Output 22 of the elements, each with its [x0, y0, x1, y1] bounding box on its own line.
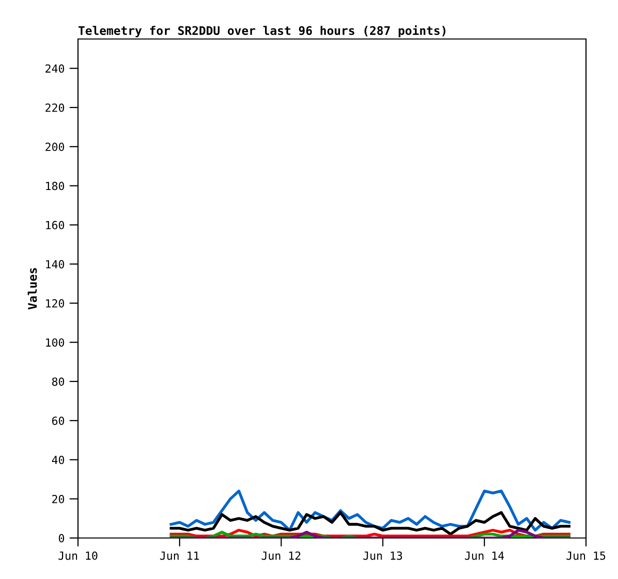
line-series: [170, 511, 570, 536]
chart-title: Telemetry for SR2DDU over last 96 hours (287 points): [78, 25, 446, 38]
y-tick-label: 140: [46, 260, 64, 268]
x-tick-label: Jun 11: [160, 552, 199, 560]
x-tick-label: Jun 14: [464, 552, 504, 560]
x-tick-label: Jun 12: [262, 551, 300, 560]
y-axis-title: Values: [28, 268, 37, 310]
y-tick-label: 100: [46, 338, 64, 347]
y-tick-label: 60: [52, 416, 64, 425]
y-tick-label: 80: [52, 377, 64, 386]
y-tick-label: 240: [46, 64, 64, 73]
y-tick-label: 180: [46, 182, 64, 190]
x-tick-label: Jun 13: [363, 551, 402, 560]
y-tick-label: 20: [52, 494, 64, 504]
x-tick-label: Jun 15: [566, 552, 606, 560]
y-tick-label: 200: [46, 142, 64, 152]
y-tick-label: 220: [46, 103, 64, 112]
y-tick-label: 0: [58, 534, 64, 542]
y-tick-label: 40: [52, 456, 64, 464]
x-tick-label: Jun 10: [58, 551, 98, 560]
y-tick-label: 120: [46, 299, 64, 308]
y-tick-label: 160: [46, 220, 64, 230]
